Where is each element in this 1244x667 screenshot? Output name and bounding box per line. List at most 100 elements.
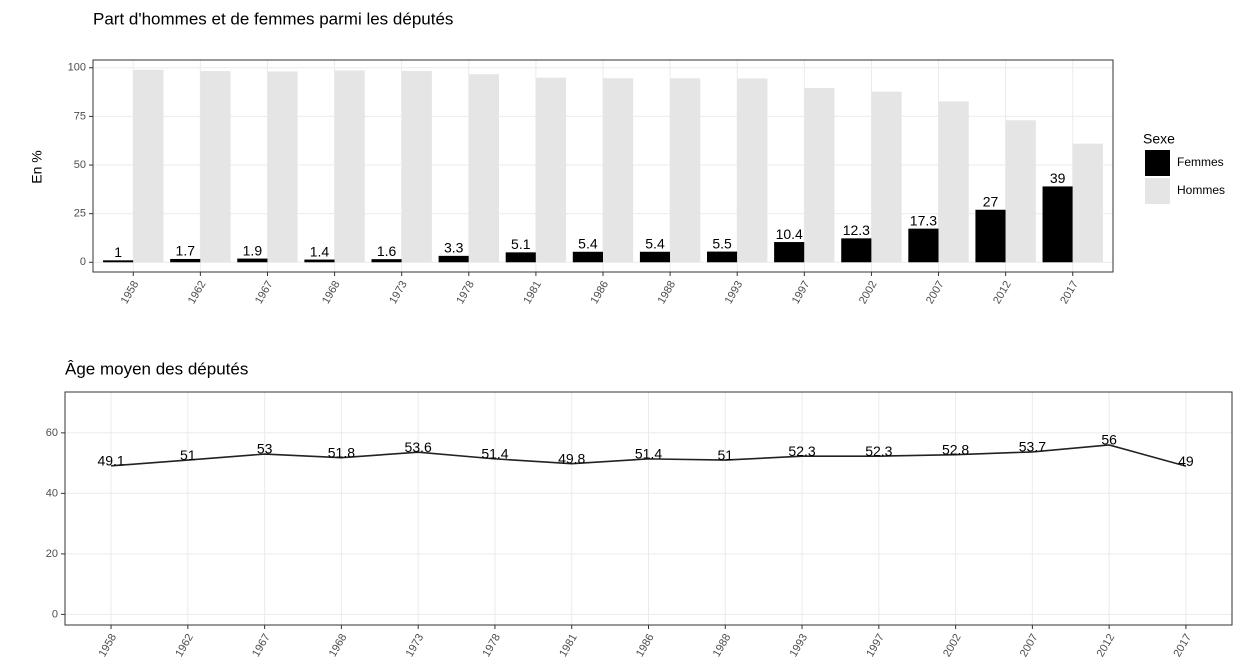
data-label: 52.8: [942, 441, 969, 457]
bar: [804, 88, 835, 263]
x-tick-label: 1978: [480, 632, 503, 659]
x-tick-label: 2007: [924, 279, 947, 306]
y-axis-label: En %: [29, 150, 45, 183]
x-tick-label: 1958: [119, 279, 142, 306]
bar: [535, 77, 567, 263]
data-label: 1.4: [310, 243, 330, 259]
bar: [1042, 186, 1073, 263]
bar: [103, 260, 134, 263]
chart-title: Âge moyen des députés: [65, 359, 248, 378]
bar: [334, 70, 365, 263]
data-label: 53: [257, 441, 273, 457]
bar: [200, 71, 231, 263]
x-tick-label: 1958: [97, 632, 120, 659]
bar: [505, 252, 536, 263]
data-label: 52.3: [788, 443, 815, 459]
data-label: 10.4: [776, 226, 803, 242]
x-tick-label: 1981: [557, 632, 580, 659]
y-tick-label: 40: [46, 487, 58, 499]
bar: [639, 251, 671, 263]
bar: [603, 78, 634, 263]
data-label: 12.3: [843, 222, 870, 238]
bar: [975, 209, 1006, 263]
x-tick-label: 1967: [250, 632, 273, 659]
y-tick-label: 0: [52, 608, 58, 620]
bar: [438, 255, 469, 263]
bar: [737, 78, 768, 263]
bar: [670, 78, 701, 263]
y-tick-label: 75: [74, 110, 86, 122]
x-tick-label: 1967: [253, 279, 276, 306]
x-tick-label: 1968: [327, 632, 350, 659]
y-tick-label: 50: [74, 159, 86, 171]
data-label: 1.9: [243, 242, 263, 258]
bar: [1072, 143, 1103, 263]
data-label: 49.8: [558, 450, 585, 466]
bar: [401, 70, 432, 263]
data-label: 53.6: [405, 439, 432, 455]
data-label: 49.1: [97, 453, 124, 469]
legend-key: [1145, 150, 1170, 176]
line: [111, 444, 1187, 467]
data-label: 1: [114, 244, 122, 260]
x-tick-label: 2002: [857, 279, 880, 306]
bar: [371, 259, 402, 263]
data-label: 51.4: [481, 446, 508, 462]
y-tick-label: 20: [46, 548, 58, 560]
x-tick-label: 1986: [634, 632, 657, 659]
panel-border: [64, 391, 1233, 626]
y-tick-label: 25: [74, 208, 86, 220]
bar: [267, 71, 298, 263]
bar: [572, 251, 603, 263]
bar: [707, 251, 738, 263]
bar: [237, 258, 268, 263]
data-label: 17.3: [910, 212, 937, 228]
x-tick-label: 1988: [656, 279, 679, 306]
bar: [841, 238, 872, 263]
data-label: 39: [1050, 170, 1066, 186]
x-tick-label: 1993: [788, 632, 811, 659]
data-label: 5.4: [645, 235, 665, 251]
data-label: 52.3: [865, 443, 892, 459]
x-tick-label: 1962: [173, 632, 196, 659]
x-tick-label: 1997: [864, 632, 887, 659]
data-label: 51: [717, 447, 733, 463]
x-tick-label: 1986: [588, 279, 611, 306]
data-label: 1.7: [176, 243, 196, 259]
x-tick-label: 2002: [941, 632, 964, 659]
legend-title: Sexe: [1143, 131, 1175, 147]
x-tick-label: 1973: [387, 279, 410, 306]
y-tick-label: 60: [46, 427, 58, 439]
bar: [1005, 120, 1036, 263]
bar: [133, 69, 164, 263]
data-label: 56: [1101, 432, 1117, 448]
panel-border: [92, 59, 1114, 273]
x-tick-label: 1968: [320, 279, 343, 306]
bar: [468, 74, 499, 263]
y-tick-label: 100: [68, 62, 86, 74]
y-tick-label: 0: [80, 256, 86, 268]
data-label: 51: [180, 447, 196, 463]
data-label: 53.7: [1019, 439, 1046, 455]
data-label: 49: [1178, 453, 1194, 469]
bar: [304, 259, 335, 263]
bar: [938, 101, 969, 263]
x-tick-label: 1962: [186, 279, 209, 306]
bar: [774, 242, 805, 263]
legend-label: Hommes: [1177, 183, 1225, 197]
x-tick-label: 1997: [790, 279, 813, 306]
legend-key: [1145, 178, 1170, 204]
x-tick-label: 1988: [711, 632, 734, 659]
data-label: 51.8: [328, 444, 355, 460]
x-tick-label: 2012: [991, 279, 1014, 306]
x-tick-label: 1973: [404, 632, 427, 659]
x-tick-label: 2012: [1095, 632, 1118, 659]
data-label: 5.1: [511, 236, 531, 252]
data-label: 1.6: [377, 243, 397, 259]
data-label: 3.3: [444, 240, 464, 256]
x-tick-label: 2007: [1018, 632, 1041, 659]
data-label: 51.4: [635, 446, 662, 462]
legend-label: Femmes: [1177, 155, 1224, 169]
x-tick-label: 2017: [1171, 632, 1194, 659]
